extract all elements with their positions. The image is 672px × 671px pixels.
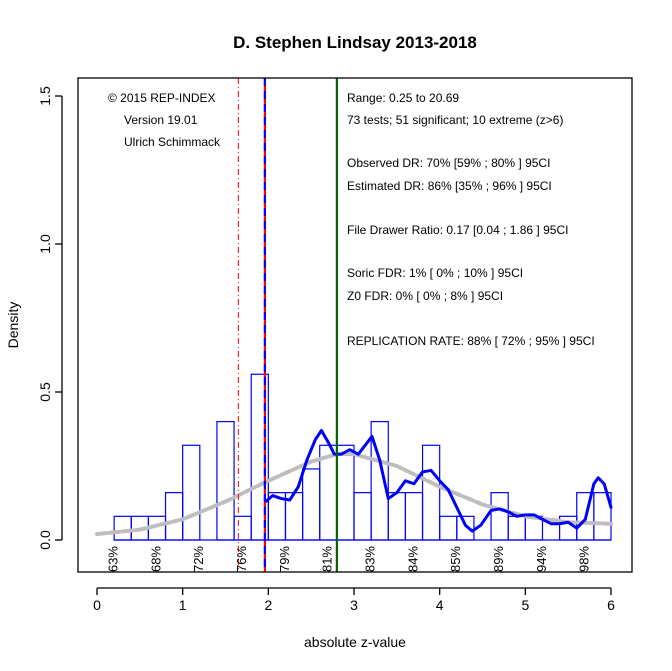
power-label: 83%: [362, 546, 377, 572]
histogram-bar: [439, 515, 458, 541]
histogram-bar: [113, 515, 132, 541]
histogram-bar: [507, 515, 526, 541]
x-tick-label: 1: [179, 597, 187, 613]
histogram-bar: [387, 492, 407, 541]
histogram-bar: [593, 492, 612, 541]
power-label: 68%: [148, 546, 163, 572]
x-tick-label: 5: [521, 597, 529, 613]
density-curves: [95, 428, 614, 537]
right-annotation: Z0 FDR: 0% [ 0% ; 8% ] 95CI: [347, 289, 503, 303]
left-annotation: © 2015 REP-INDEX: [108, 91, 216, 105]
power-label: 79%: [277, 546, 292, 572]
right-annotation: 73 tests; 51 significant; 10 extreme (z>…: [347, 113, 563, 127]
histogram-bar: [353, 492, 372, 541]
x-axis-label: absolute z-value: [304, 634, 406, 650]
chart-title: D. Stephen Lindsay 2013-2018: [233, 33, 477, 52]
left-annotation: Version 19.01: [124, 113, 198, 127]
right-annotation: REPLICATION RATE: 88% [ 72% ; 95% ] 95CI: [347, 334, 595, 348]
y-tick-label: 0.5: [37, 382, 53, 402]
histogram-bar: [216, 421, 235, 541]
histogram-bar: [182, 444, 201, 541]
power-label: 81%: [320, 546, 335, 572]
y-axis-label: Density: [5, 302, 21, 349]
power-label: 94%: [534, 546, 549, 572]
power-label: 76%: [234, 546, 249, 572]
right-annotation: Observed DR: 70% [59% ; 80% ] 95CI: [347, 156, 550, 170]
x-tick-label: 2: [264, 597, 272, 613]
power-label: 84%: [405, 546, 420, 572]
y-tick-label: 0.0: [37, 530, 53, 550]
power-labels: 63% 68% 72% 76% 79% 81% 83% 84% 85% 89% 94% 98%: [105, 546, 591, 572]
power-label: 85%: [448, 546, 463, 572]
plot-frame: [77, 77, 633, 573]
annotations: © 2015 REP-INDEX Version 19.01 Ulrich Schi…: [108, 91, 595, 348]
power-label: 63%: [105, 546, 120, 572]
right-annotation: Soric FDR: 1% [ 0% ; 10% ] 95CI: [347, 266, 523, 280]
power-label: 89%: [491, 546, 506, 572]
right-annotation: File Drawer Ratio: 0.17 [0.04 ; 1.86 ] 9…: [347, 223, 568, 237]
histogram-bar: [370, 421, 389, 541]
x-tick-label: 0: [93, 597, 101, 613]
reference-lines: [237, 78, 338, 572]
histogram-bar: [233, 515, 252, 541]
histogram-bar: [164, 492, 184, 541]
histogram-bar: [302, 468, 321, 541]
x-tick-label: 6: [607, 597, 615, 613]
left-annotation: Ulrich Schimmack: [124, 135, 221, 149]
histogram-bar: [404, 492, 424, 541]
power-label: 72%: [191, 546, 206, 572]
fitted-density-curve: [95, 452, 614, 537]
histogram-bar: [456, 515, 475, 541]
right-annotation: Estimated DR: 86% [35% ; 96% ] 95CI: [347, 179, 552, 193]
x-tick-label: 4: [436, 597, 444, 613]
y-tick-label: 1.0: [37, 234, 53, 254]
histogram-bar: [336, 444, 355, 541]
histogram-bar: [421, 444, 441, 541]
power-label: 98%: [577, 546, 592, 572]
x-tick-label: 3: [350, 597, 358, 613]
right-annotation: Range: 0.25 to 20.69: [347, 91, 459, 105]
y-tick-label: 1.5: [37, 86, 53, 106]
axes: 0 1 2 3 4 5 6 0.0 0.5 1.0 1.5: [37, 86, 615, 613]
histogram-bar: [490, 492, 509, 541]
histogram-bar: [250, 373, 269, 541]
observed-density-curve: [264, 428, 613, 533]
